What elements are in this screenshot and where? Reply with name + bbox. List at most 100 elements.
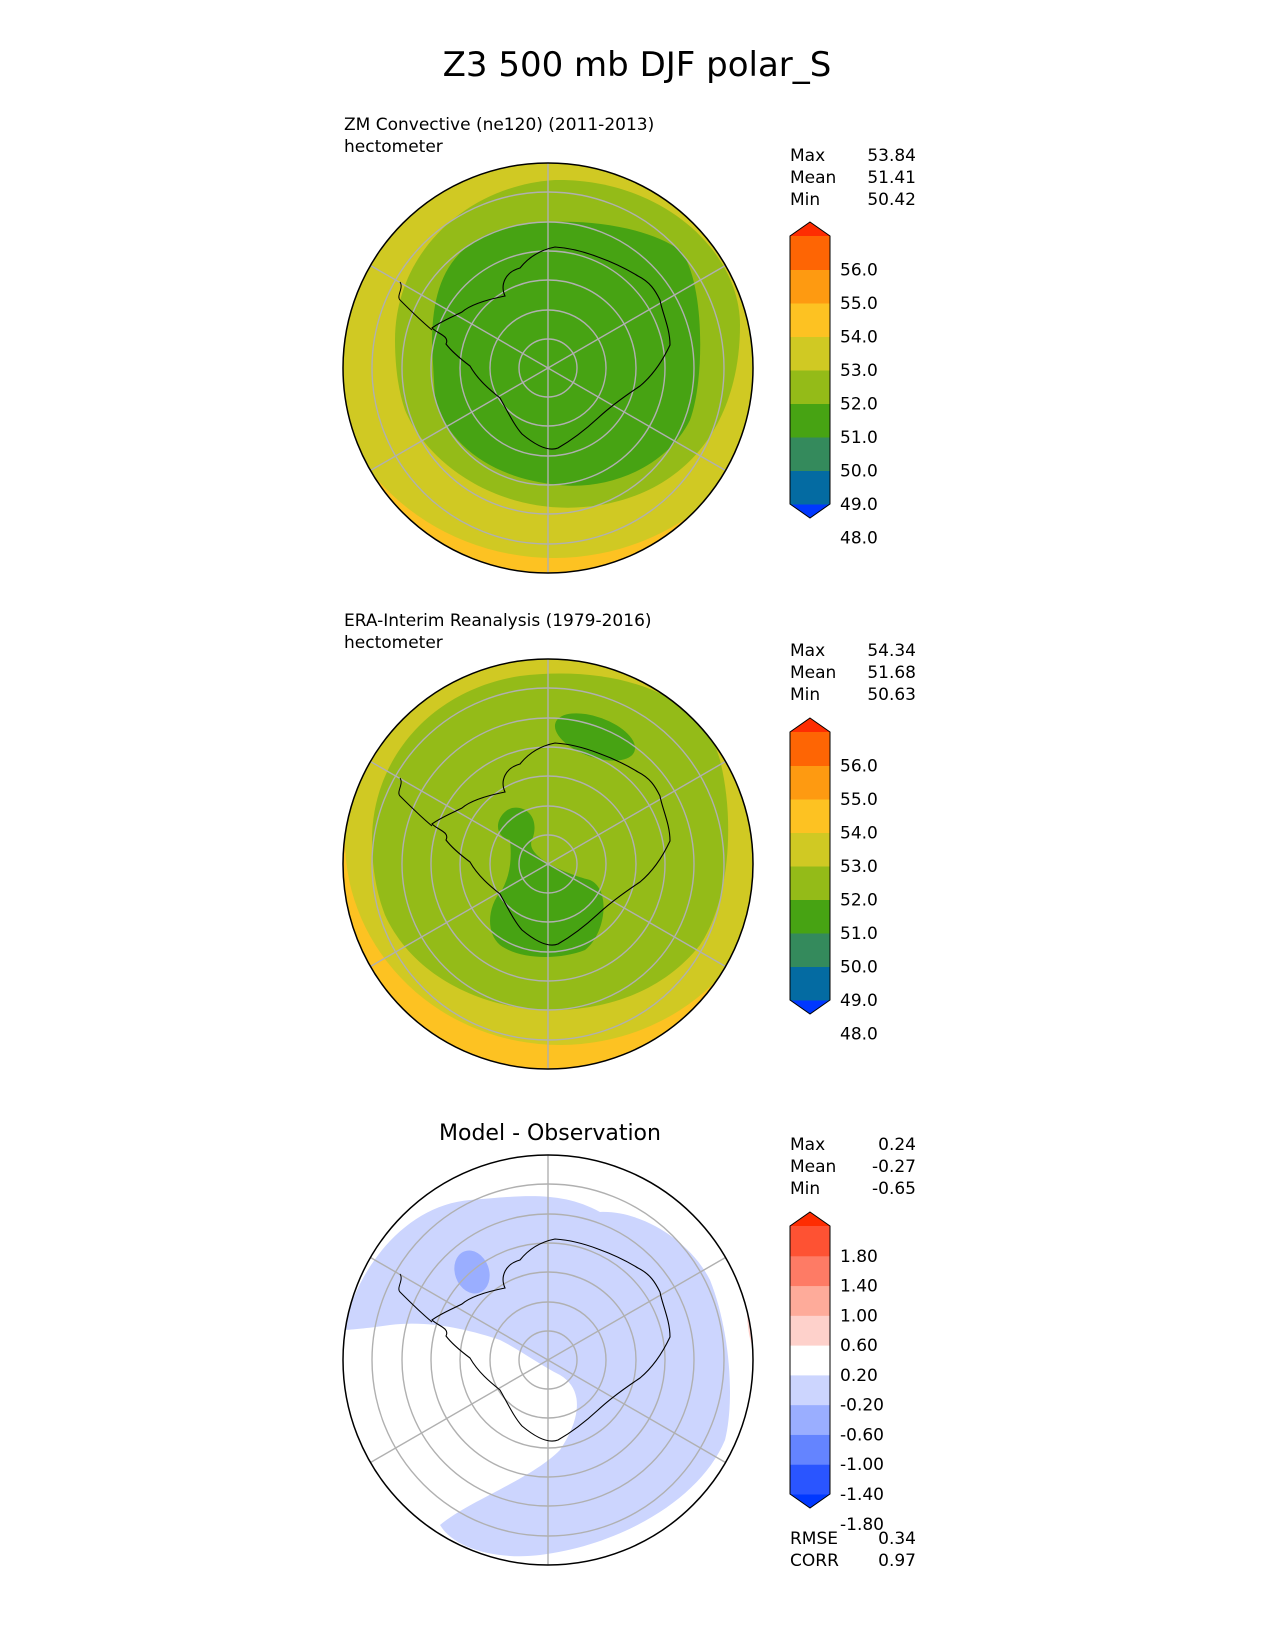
test-map [343, 163, 753, 573]
colorbar-tick-label: 54.0 [840, 824, 878, 844]
test-panel: ZM Convective (ne120) (2011-2013) hectom… [342, 115, 916, 574]
difference-stat-max-label: Max [790, 1135, 825, 1155]
difference-stats: Max 0.24 Mean -0.27 Min -0.65 [790, 1135, 916, 1199]
colorbar-tick-label: -0.60 [840, 1425, 884, 1445]
colorbar-tick-label: 0.20 [840, 1366, 878, 1386]
reference-map [343, 659, 753, 1069]
reference-colorbar: 56.0 55.0 54.0 53.0 52.0 51.0 50.0 49.0 48.0 [789, 717, 878, 1045]
reference-stat-min-label: Min [790, 685, 820, 705]
reference-field-contour-51-52 [372, 673, 729, 1011]
colorbar-extension-min [790, 504, 830, 518]
colorbar-block [790, 336, 830, 371]
test-field-contour-50-51 [432, 221, 701, 486]
colorbar-tick-label: -1.80 [840, 1515, 884, 1535]
colorbar-extension-max [790, 222, 830, 236]
colorbar-tick-label: 56.0 [840, 757, 878, 777]
colorbar-block [790, 303, 830, 337]
colorbar-tick-label: 1.00 [840, 1306, 878, 1326]
colorbar-tick-label: 49.0 [840, 991, 878, 1011]
colorbar-tick-label: 52.0 [840, 891, 878, 911]
colorbar-tick-label: 48.0 [840, 1025, 878, 1045]
test-stat-max-label: Max [790, 146, 825, 166]
difference-metric-corr-label: CORR [790, 1551, 839, 1571]
test-stat-mean-value: 51.41 [867, 168, 916, 188]
colorbar-tick-label: 1.40 [840, 1277, 878, 1297]
test-colorbar: 56.0 55.0 54.0 53.0 52.0 51.0 50.0 49.0 48.0 [789, 221, 878, 549]
reference-field-contour-50-51-north [554, 713, 636, 761]
test-map-boundary [342, 162, 754, 574]
colorbar-tick-label: 54.0 [840, 328, 878, 348]
difference-coastline [431, 1238, 671, 1442]
colorbar-tick-label: 49.0 [840, 495, 878, 515]
difference-stat-min-value: -0.65 [872, 1179, 916, 1199]
colorbar-block [790, 470, 830, 505]
reference-map-boundary [342, 658, 754, 1070]
colorbar-tick-label: 50.0 [840, 462, 878, 482]
difference-field-contour-neg0.6-neg0.2 [343, 1196, 730, 1557]
colorbar-tick-label: -1.00 [840, 1455, 884, 1475]
colorbar-block [790, 403, 830, 438]
colorbar-tick-label: 52.0 [840, 395, 878, 415]
colorbar-block [790, 1404, 830, 1435]
colorbar-tick-label: 56.0 [840, 261, 878, 281]
reference-coastline [431, 742, 671, 946]
reference-stat-mean-value: 51.68 [867, 663, 916, 683]
reference-stat-max-label: Max [790, 641, 825, 661]
test-graticule [370, 163, 726, 573]
colorbar-block [790, 370, 830, 404]
colorbar-tick-label: 53.0 [840, 857, 878, 877]
reference-panel-units: hectometer [344, 633, 443, 653]
reference-stats: Max 54.34 Mean 51.68 Min 50.63 [790, 641, 916, 705]
test-panel-units: hectometer [344, 137, 443, 157]
colorbar-block [790, 1255, 830, 1287]
colorbar-block [790, 732, 830, 766]
reference-panel: ERA-Interim Reanalysis (1979-2016) hecto… [342, 611, 916, 1070]
difference-graticule [370, 1155, 726, 1565]
test-stat-mean-label: Mean [790, 168, 836, 188]
test-peninsula-coastline [398, 281, 433, 331]
colorbar-outline [789, 717, 831, 1015]
difference-peninsula-coastline [398, 1273, 433, 1323]
colorbar-tick-label: 51.0 [840, 428, 878, 448]
difference-metric-rmse-label: RMSE [790, 1529, 838, 1549]
colorbar-outline [789, 221, 831, 519]
colorbar-outline [789, 1211, 831, 1509]
colorbar-tick-label: -1.40 [840, 1485, 884, 1505]
reference-stat-max-value: 54.34 [867, 641, 916, 661]
colorbar-tick-label: 1.80 [840, 1247, 878, 1267]
difference-panel: Model - Observation Max 0.24 Mean -0.27 [342, 1121, 916, 1571]
colorbar-block [790, 866, 830, 900]
colorbar-block [790, 1226, 830, 1257]
difference-stat-min-label: Min [790, 1179, 820, 1199]
colorbar-tick-label: 48.0 [840, 529, 878, 549]
colorbar-block [790, 765, 830, 800]
reference-peninsula-coastline [398, 777, 433, 827]
colorbar-block [790, 269, 830, 304]
reference-stat-mean-label: Mean [790, 663, 836, 683]
reference-graticule [370, 659, 726, 1069]
colorbar-tick-label: 51.0 [840, 924, 878, 944]
test-stats: Max 53.84 Mean 51.41 Min 50.42 [790, 146, 916, 210]
colorbar-tick-label: 55.0 [840, 294, 878, 314]
reference-panel-heading: ERA-Interim Reanalysis (1979-2016) [344, 611, 652, 631]
difference-panel-heading: Model - Observation [439, 1121, 661, 1146]
difference-field-contour-neg1.0-neg0.6 [454, 1250, 490, 1294]
colorbar-block [790, 966, 830, 1001]
colorbar-block [790, 799, 830, 833]
test-coastline [431, 246, 671, 450]
colorbar-extension-max [790, 718, 830, 732]
colorbar-extension-min [790, 1494, 830, 1508]
colorbar-tick-label: -0.20 [840, 1396, 884, 1416]
colorbar-block [790, 236, 830, 270]
colorbar-block [790, 1434, 830, 1465]
colorbar-block [790, 899, 830, 934]
colorbar-tick-label: 55.0 [840, 790, 878, 810]
colorbar-block [790, 437, 830, 471]
colorbar-block [790, 1315, 830, 1346]
colorbar-block [790, 1345, 830, 1376]
colorbar-block [790, 832, 830, 867]
figure-title: Z3 500 mb DJF polar_S [443, 45, 832, 85]
colorbar-block [790, 1464, 830, 1495]
colorbar-tick-label: 0.60 [840, 1336, 878, 1356]
difference-map-boundary [342, 1154, 754, 1566]
